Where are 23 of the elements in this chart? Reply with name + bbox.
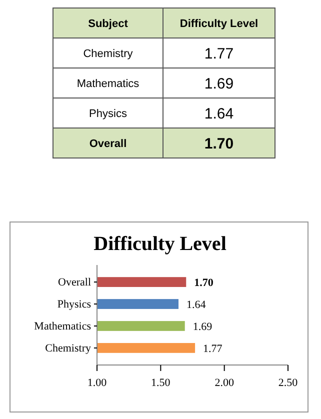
data-label: 1.69 — [192, 320, 213, 333]
x-tick-label: 2.50 — [278, 377, 298, 390]
x-tick-label: 1.50 — [151, 377, 171, 390]
data-label: 1.77 — [203, 342, 223, 355]
text: 1.69 — [204, 75, 234, 92]
chart-title: Difficulty Level — [94, 233, 227, 255]
x-tick-label: 1.00 — [87, 377, 108, 390]
text: Subject — [88, 18, 128, 30]
text: Chemistry — [83, 48, 134, 60]
data-label: 1.64 — [186, 298, 206, 311]
y-tick-label: Chemistry — [45, 342, 92, 354]
text: 1.77 — [204, 45, 234, 62]
text: Difficulty Level — [180, 18, 258, 30]
y-tick-label: Mathematics — [34, 320, 91, 333]
text: Overall — [89, 138, 127, 150]
y-tick-label: Physics — [57, 298, 91, 311]
text: Physics — [89, 108, 128, 120]
text: Mathematics — [76, 78, 140, 90]
y-tick-label: Overall — [58, 276, 91, 289]
data-label: 1.70 — [194, 276, 214, 289]
text: 1.64 — [204, 105, 234, 122]
text: 1.70 — [204, 135, 234, 152]
x-tick-label: 2.00 — [214, 377, 234, 390]
